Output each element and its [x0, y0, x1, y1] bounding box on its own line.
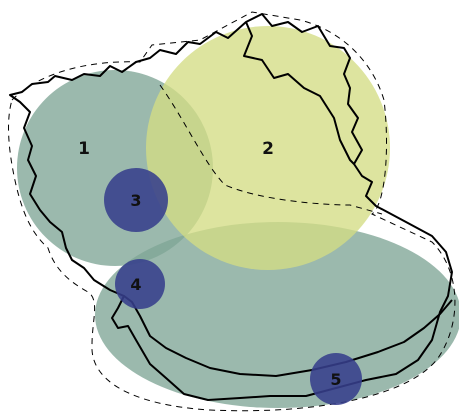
point-5-circle — [310, 353, 362, 405]
zone-2-circle — [146, 26, 390, 270]
dashed-buffer-outline — [8, 11, 456, 412]
point-4-circle — [115, 259, 165, 309]
dashed-inner-line — [159, 84, 383, 215]
point-3-label: 3 — [130, 191, 141, 210]
point-5-label: 5 — [330, 370, 341, 389]
zone-1-label: 1 — [78, 139, 90, 159]
zone-2-label: 2 — [262, 139, 274, 159]
solid-inner-line-bottom — [123, 295, 453, 377]
solid-boundary — [9, 13, 453, 401]
solid-inner-line-top — [243, 21, 355, 165]
zone-ellipse-bottom — [95, 222, 459, 408]
point-4-label: 4 — [130, 275, 141, 294]
point-3-circle — [104, 168, 168, 232]
